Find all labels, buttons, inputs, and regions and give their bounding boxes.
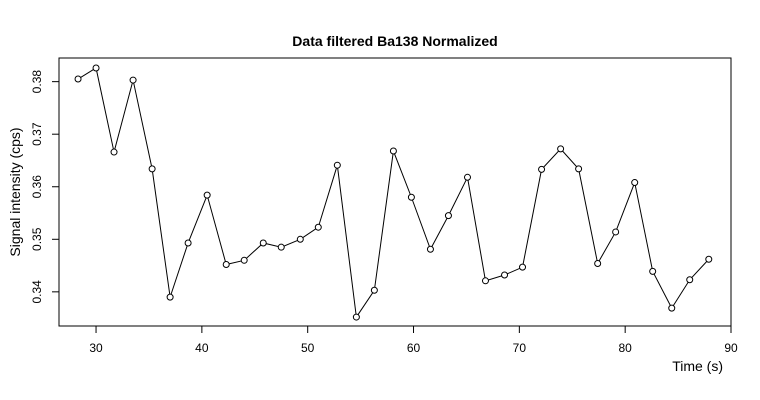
- data-point: [594, 259, 602, 267]
- data-point: [222, 261, 230, 269]
- data-point: [519, 263, 527, 271]
- x-axis-label: Time (s): [672, 358, 723, 374]
- y-axis-label: Signal intensity (cps): [7, 127, 23, 256]
- data-point: [352, 313, 360, 321]
- chart-title: Data filtered Ba138 Normalized: [292, 33, 497, 49]
- y-tick-label: 0.34: [30, 280, 44, 304]
- data-point: [557, 145, 565, 153]
- data-point: [481, 277, 489, 285]
- data-point: [259, 239, 267, 247]
- data-point: [296, 235, 304, 243]
- data-point: [407, 193, 415, 201]
- data-point: [705, 255, 713, 263]
- data-point: [389, 147, 397, 155]
- data-point: [277, 243, 285, 251]
- data-point: [370, 286, 378, 294]
- data-point: [538, 165, 546, 173]
- data-point: [463, 173, 471, 181]
- x-tick-label: 60: [407, 341, 421, 355]
- data-point: [333, 161, 341, 169]
- x-axis: 30 40 50 60 70 80 90: [89, 325, 738, 355]
- data-point: [166, 293, 174, 301]
- data-point: [686, 276, 694, 284]
- data-point: [631, 179, 639, 187]
- x-tick-label: 50: [301, 341, 315, 355]
- series-line: [77, 67, 710, 319]
- data-point: [184, 239, 192, 247]
- data-point: [426, 245, 434, 253]
- data-point: [203, 191, 211, 199]
- data-point: [92, 64, 100, 72]
- y-tick-label: 0.38: [30, 70, 44, 94]
- x-tick-label: 40: [195, 341, 209, 355]
- data-point: [74, 75, 82, 83]
- y-tick-label: 0.36: [30, 175, 44, 199]
- data-point: [148, 165, 156, 173]
- data-point: [668, 304, 676, 312]
- data-point: [575, 165, 583, 173]
- x-tick-label: 30: [89, 341, 103, 355]
- data-point: [129, 76, 137, 84]
- series-group: [74, 64, 713, 321]
- x-tick-label: 90: [724, 341, 738, 355]
- data-point: [501, 271, 509, 279]
- data-point: [314, 223, 322, 231]
- data-point: [444, 212, 452, 220]
- y-axis: 0.34 0.35 0.36 0.37 0.38: [30, 70, 60, 304]
- data-point: [240, 256, 248, 264]
- data-point: [649, 267, 657, 275]
- y-tick-label: 0.37: [30, 122, 44, 146]
- data-point: [612, 228, 620, 236]
- x-tick-label: 70: [513, 341, 527, 355]
- y-tick-label: 0.35: [30, 227, 44, 251]
- plot-frame: [58, 57, 732, 327]
- x-tick-label: 80: [618, 341, 632, 355]
- data-point: [110, 148, 118, 156]
